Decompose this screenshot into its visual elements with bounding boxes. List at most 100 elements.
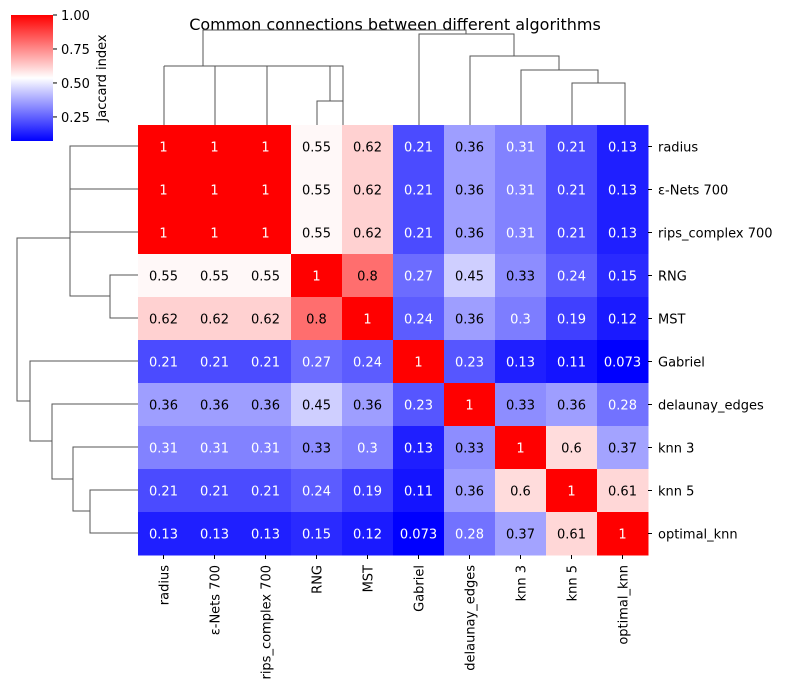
heatmap-cell [189, 125, 241, 169]
heatmap-cell [393, 254, 445, 298]
heatmap-cell [240, 340, 292, 384]
heatmap-cell [189, 340, 241, 384]
cell-value-label: 1 [312, 270, 320, 285]
row-label: RNG [658, 270, 687, 285]
cell-value-label: 0.31 [506, 227, 535, 242]
heatmap-cell [138, 383, 190, 427]
cell-value-label: 0.24 [557, 270, 586, 285]
cell-value-label: 0.19 [557, 313, 586, 328]
cell-value-label: 0.31 [149, 442, 178, 457]
column-label: rips_complex 700 [260, 565, 275, 680]
colorbar-gradient [11, 15, 53, 141]
heatmap-cell [444, 125, 496, 169]
heatmap-cell [597, 340, 649, 384]
cell-value-label: 0.27 [404, 270, 433, 285]
heatmap-cell [291, 512, 343, 556]
heatmap-cell [240, 512, 292, 556]
heatmap-cell [597, 426, 649, 470]
column-label: MST [362, 565, 377, 592]
heatmap-cell [495, 512, 547, 556]
heatmap-cell [291, 297, 343, 341]
cell-value-label: 1 [261, 184, 269, 199]
colorbar-label: Jaccard index [95, 34, 110, 122]
heatmap-cell [291, 125, 343, 169]
cell-value-label: 0.21 [404, 184, 433, 199]
cell-value-label: 0.33 [506, 399, 535, 414]
heatmap-cell [546, 383, 598, 427]
cell-value-label: 1 [159, 141, 167, 156]
cell-value-label: 0.13 [404, 442, 433, 457]
heatmap-cell [444, 469, 496, 513]
cell-value-label: 0.21 [557, 184, 586, 199]
cell-value-label: 0.31 [506, 184, 535, 199]
cell-value-label: 0.62 [251, 313, 280, 328]
heatmap-cell [342, 512, 394, 556]
heatmap-cell [291, 211, 343, 255]
column-dendrogram [163, 29, 626, 125]
heatmap-cell [138, 426, 190, 470]
cell-value-label: 0.61 [608, 485, 637, 500]
heatmap-cell [546, 512, 598, 556]
heatmap-cell [444, 168, 496, 212]
heatmap-cell [240, 254, 292, 298]
heatmap-cell [240, 125, 292, 169]
cell-value-label: 0.61 [557, 528, 586, 543]
cell-value-label: 0.62 [200, 313, 229, 328]
row-dendrogram [16, 145, 138, 534]
heatmap-cell [138, 297, 190, 341]
row-label: MST [658, 313, 685, 328]
heatmap: 1 1 1 0.55 0.62 0.21 0.36 0.31 0.21 0.131 1 1 0.55 0.… [138, 125, 649, 556]
cell-value-label: 0.27 [302, 356, 331, 371]
colorbar-tick-label: 0.50 [61, 77, 90, 92]
cell-value-label: 0.21 [200, 485, 229, 500]
cell-value-label: 0.6 [561, 442, 582, 457]
cell-value-label: 0.13 [608, 141, 637, 156]
cell-value-label: 0.15 [302, 528, 331, 543]
heatmap-cell [342, 340, 394, 384]
cell-value-label: 0.13 [149, 528, 178, 543]
cell-value-label: 0.36 [455, 141, 484, 156]
heatmap-cell [189, 254, 241, 298]
column-label: RNG [311, 565, 326, 594]
cell-value-label: 0.6 [510, 485, 531, 500]
cell-value-label: 0.33 [455, 442, 484, 457]
row-label: optimal_knn [658, 528, 738, 543]
heatmap-cell [393, 383, 445, 427]
cell-value-label: 0.8 [357, 270, 378, 285]
cell-value-label: 0.36 [149, 399, 178, 414]
heatmap-cell [240, 297, 292, 341]
heatmap-cell [597, 383, 649, 427]
heatmap-cell [444, 340, 496, 384]
cell-value-label: 0.13 [200, 528, 229, 543]
cell-value-label: 0.36 [455, 485, 484, 500]
cell-value-label: 0.36 [455, 227, 484, 242]
cell-value-label: 0.3 [357, 442, 378, 457]
heatmap-cell [444, 211, 496, 255]
cell-value-label: 0.13 [506, 356, 535, 371]
heatmap-cell [444, 426, 496, 470]
heatmap-cell [393, 211, 445, 255]
heatmap-cell [393, 168, 445, 212]
heatmap-cell [138, 512, 190, 556]
heatmap-cell [546, 469, 598, 513]
heatmap-cell [189, 469, 241, 513]
heatmap-cell [138, 211, 190, 255]
cell-value-label: 0.55 [251, 270, 280, 285]
colorbar-tick-label: 1.00 [61, 9, 90, 24]
cell-value-label: 0.8 [306, 313, 327, 328]
cell-value-label: 0.11 [557, 356, 586, 371]
heatmap-cell [240, 426, 292, 470]
cell-value-label: 0.11 [404, 485, 433, 500]
cell-value-label: 0.23 [404, 399, 433, 414]
colorbar: 0.25 0.50 0.75 1.00 Jaccard index [11, 9, 110, 141]
heatmap-cell [240, 211, 292, 255]
cell-value-label: 1 [261, 227, 269, 242]
cell-value-label: 0.31 [200, 442, 229, 457]
heatmap-cell [189, 211, 241, 255]
heatmap-cell [495, 297, 547, 341]
cell-value-label: 0.073 [604, 356, 641, 371]
heatmap-cell [393, 297, 445, 341]
cell-value-label: 0.21 [404, 227, 433, 242]
heatmap-cell [597, 125, 649, 169]
cell-value-label: 0.21 [251, 485, 280, 500]
